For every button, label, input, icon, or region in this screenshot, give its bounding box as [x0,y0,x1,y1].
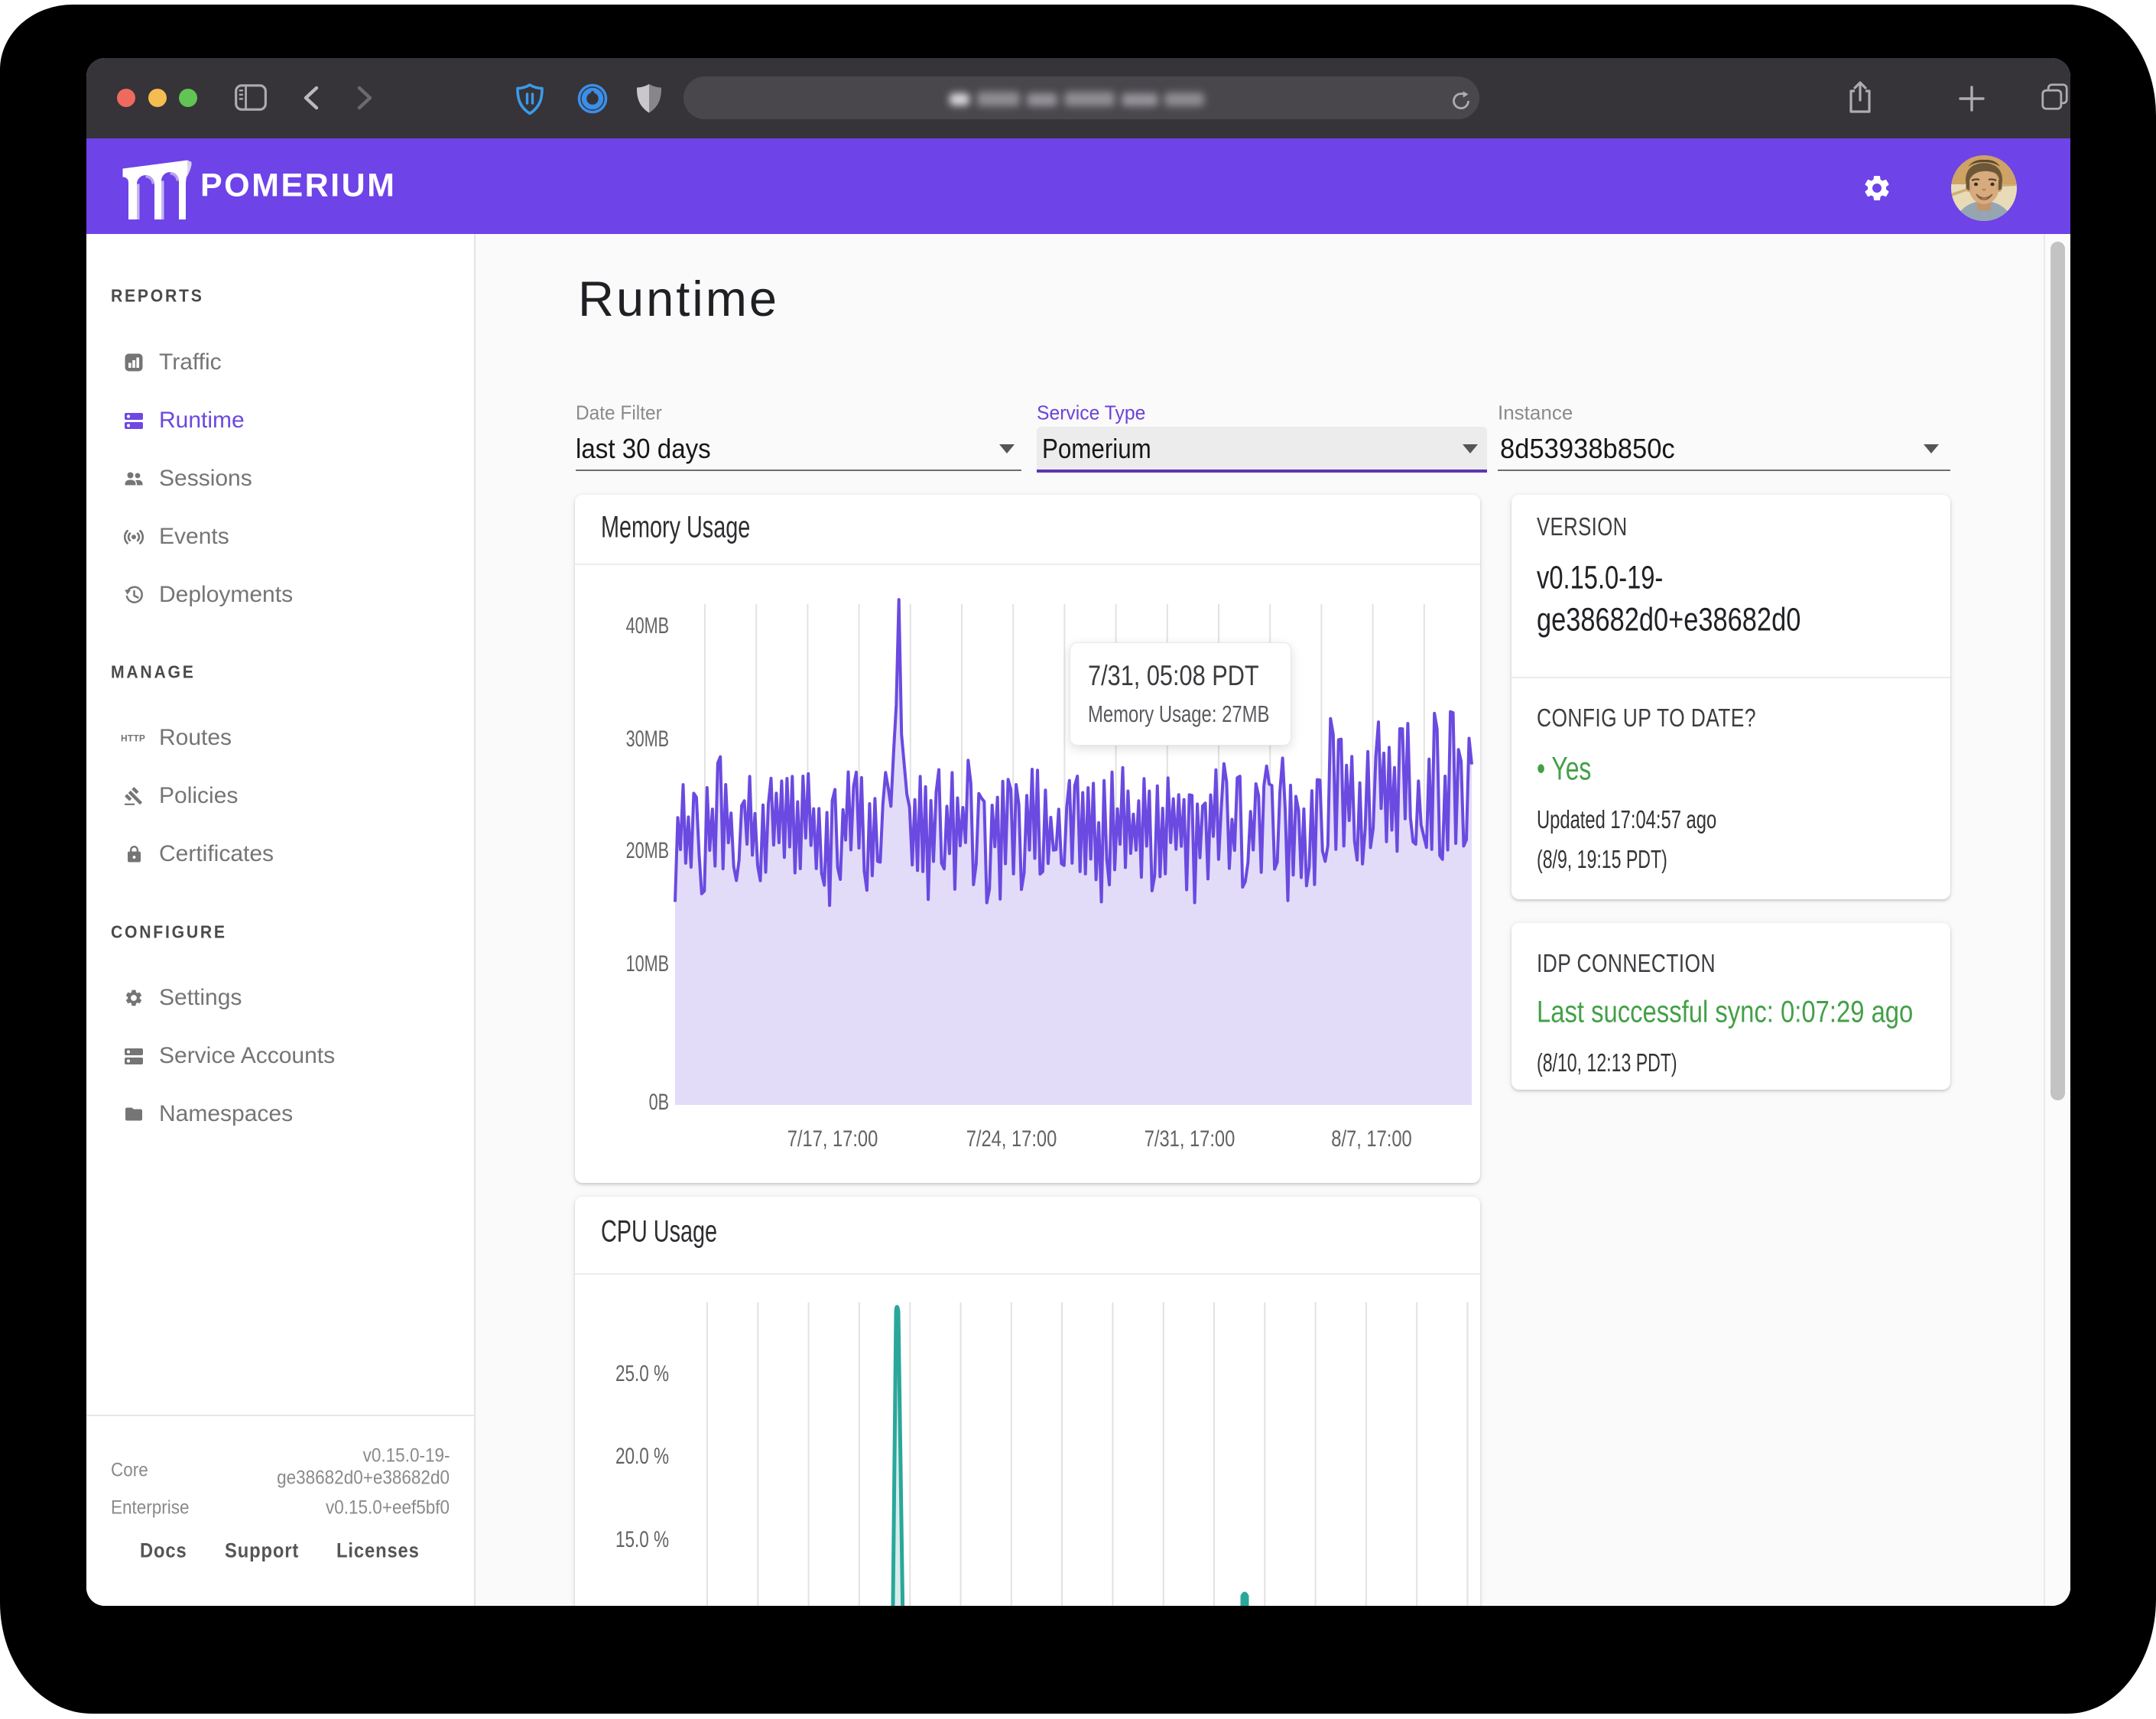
svg-text:HTTP: HTTP [121,733,145,744]
